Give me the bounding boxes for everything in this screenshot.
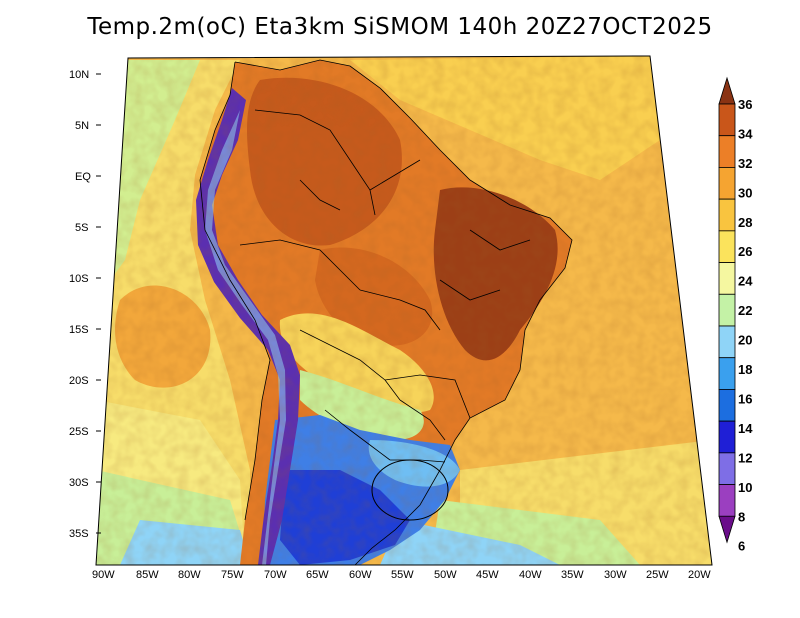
colorbar-label: 6 bbox=[738, 539, 745, 554]
lon-label: 90W bbox=[92, 569, 115, 581]
colorbar-swatch bbox=[718, 135, 736, 168]
colorbar-swatch bbox=[718, 103, 736, 137]
lon-label: 70W bbox=[264, 569, 287, 581]
lon-label: 60W bbox=[349, 569, 372, 581]
lat-label: 5N bbox=[75, 120, 89, 132]
colorbar-label: 20 bbox=[738, 333, 752, 348]
colorbar-label: 14 bbox=[738, 421, 753, 436]
colorbar-top-arrow bbox=[718, 76, 736, 105]
colorbar-label: 8 bbox=[738, 509, 745, 524]
lagoa-dos-patos bbox=[371, 459, 449, 521]
colorbar-label: 34 bbox=[738, 126, 753, 141]
lon-label: 85W bbox=[136, 569, 159, 581]
country-borders bbox=[199, 59, 573, 565]
colorbar-label: 10 bbox=[738, 480, 752, 495]
lon-label: 80W bbox=[178, 569, 201, 581]
colorbar-swatch bbox=[718, 452, 736, 485]
lon-label: 35W bbox=[561, 569, 584, 581]
longitude-axis: 90W 85W 80W 75W 70W 65W 60W 55W 50W 45W … bbox=[92, 569, 711, 581]
lat-label: 10N bbox=[69, 69, 89, 81]
lon-label: 20W bbox=[688, 569, 711, 581]
colorbar-label: 26 bbox=[738, 244, 752, 259]
lat-label: 35S bbox=[69, 528, 89, 540]
lat-label: 15S bbox=[69, 324, 89, 336]
lon-label: 40W bbox=[519, 569, 542, 581]
lon-label: 25W bbox=[646, 569, 669, 581]
colorbar-swatch bbox=[718, 420, 736, 454]
latitude-axis: 10N 5N EQ 5S 10S 15S 20S 25S 30S 35S bbox=[69, 69, 101, 540]
lon-label: 45W bbox=[476, 569, 499, 581]
colorbar-label: 36 bbox=[738, 97, 752, 112]
lat-label: 5S bbox=[75, 222, 88, 234]
colorbar-swatch bbox=[718, 293, 736, 327]
colorbar-swatch bbox=[718, 357, 736, 390]
colorbar-swatch bbox=[718, 167, 736, 200]
lon-label: 50W bbox=[434, 569, 457, 581]
colorbar: 36 34 32 30 28 26 24 22 20 18 16 14 12 10 8 6 bbox=[718, 76, 753, 554]
lon-label: 55W bbox=[391, 569, 414, 581]
map-frame bbox=[95, 55, 713, 566]
lon-label: 65W bbox=[306, 569, 329, 581]
colorbar-label: 12 bbox=[738, 450, 752, 465]
colorbar-label: 18 bbox=[738, 362, 752, 377]
lon-label: 30W bbox=[604, 569, 627, 581]
colorbar-label: 32 bbox=[738, 156, 752, 171]
colorbar-label: 16 bbox=[738, 391, 752, 406]
lat-label: 30S bbox=[69, 477, 89, 489]
colorbar-label: 22 bbox=[738, 303, 752, 318]
lat-label: 20S bbox=[69, 375, 89, 387]
lon-label: 75W bbox=[221, 569, 244, 581]
map-title: Temp.2m(oC) Eta3km SiSMOM 140h 20Z27OCT2… bbox=[87, 14, 713, 40]
colorbar-label: 30 bbox=[738, 185, 752, 200]
colorbar-label: 28 bbox=[738, 215, 752, 230]
colorbar-label: 24 bbox=[738, 274, 753, 289]
lat-label: 25S bbox=[69, 426, 89, 438]
colorbar-swatch bbox=[718, 325, 736, 359]
lat-label: 10S bbox=[69, 273, 89, 285]
lat-label: EQ bbox=[75, 171, 91, 183]
colorbar-swatch bbox=[718, 389, 736, 422]
colorbar-bottom-arrow bbox=[718, 515, 736, 544]
colorbar-swatch bbox=[718, 262, 736, 295]
colorbar-swatch bbox=[718, 484, 736, 517]
colorbar-swatch bbox=[718, 198, 736, 232]
colorbar-swatch bbox=[718, 230, 736, 263]
